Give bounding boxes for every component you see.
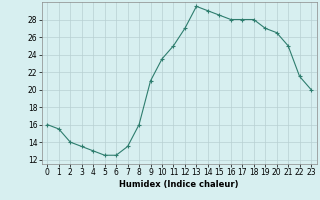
X-axis label: Humidex (Indice chaleur): Humidex (Indice chaleur) bbox=[119, 180, 239, 189]
